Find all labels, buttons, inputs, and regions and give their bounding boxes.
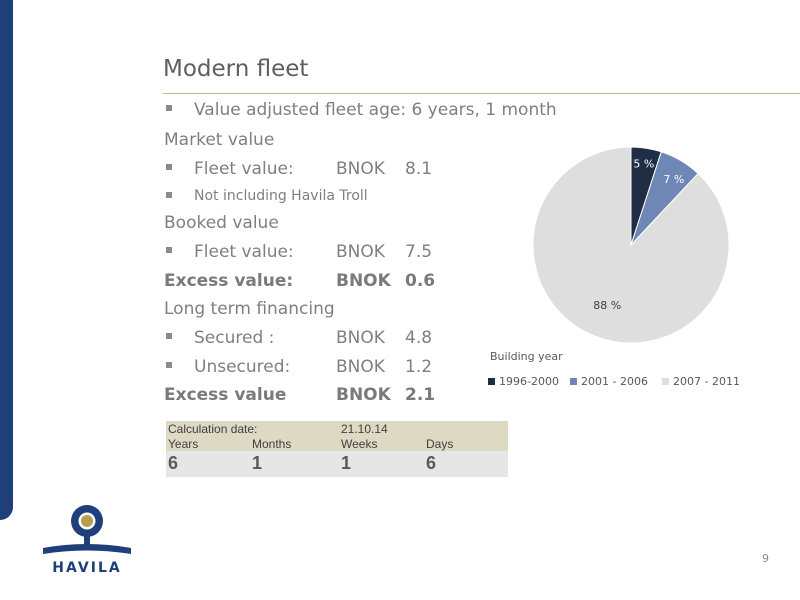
calc-header-months: Months <box>252 437 292 451</box>
legend-swatch <box>662 378 669 385</box>
calc-header-weeks: Weeks <box>341 437 378 451</box>
legend-title: Building year <box>490 350 563 363</box>
title-divider <box>163 93 800 94</box>
slide-title: Modern fleet <box>163 56 309 82</box>
bullet-icon <box>166 192 172 198</box>
legend-swatch <box>570 378 577 385</box>
page-number: 9 <box>762 552 769 565</box>
calc-date-row: Calculation date: 21.10.14 <box>166 421 508 436</box>
calc-header-days: Days <box>426 437 454 451</box>
bullet-icon <box>166 362 172 368</box>
pie-data-label: 88 % <box>593 299 621 312</box>
left-accent-bar <box>0 0 13 520</box>
calculation-table: Calculation date: 21.10.14 Years Months … <box>166 421 508 477</box>
bullet-icon <box>166 164 172 170</box>
calc-value-months: 1 <box>252 453 263 473</box>
logo-stem <box>84 535 90 545</box>
calc-value-row: 6 1 1 6 <box>166 451 508 477</box>
legend-label: 1996-2000 <box>499 375 559 388</box>
logo-text: HAVILA <box>52 560 121 576</box>
pie-legend: 1996-2000 2001 - 2006 2007 - 2011 <box>488 375 740 388</box>
calc-header-years: Years <box>168 437 199 451</box>
logo-gold-dot <box>81 515 93 527</box>
building-year-pie-chart: 5 % 7 % 88 % Building year 1996-2000 2001 -… <box>488 146 740 388</box>
calc-value-days: 6 <box>426 453 437 473</box>
legend-label: 2001 - 2006 <box>581 375 648 388</box>
pie-labels: 5 % 7 % 88 % <box>593 158 684 312</box>
pie-slices <box>532 146 730 344</box>
logo-wing <box>43 544 131 554</box>
havila-logo: HAVILA <box>43 505 131 576</box>
bullet-icon <box>166 247 172 253</box>
calc-value-years: 6 <box>168 453 179 473</box>
fleet-age-text: Value adjusted fleet age: 6 years, 1 mon… <box>194 100 557 120</box>
calc-value-weeks: 1 <box>341 453 352 473</box>
legend-swatch <box>488 378 495 385</box>
calc-date-label: Calculation date: <box>168 422 258 436</box>
pie-data-label: 5 % <box>633 158 654 171</box>
pie-data-label: 7 % <box>663 173 684 186</box>
bullet-icon <box>166 105 172 111</box>
legend-label: 2007 - 2011 <box>673 375 740 388</box>
bullet-icon <box>166 333 172 339</box>
pie-slice-2007-2011 <box>532 146 730 344</box>
calc-date-value: 21.10.14 <box>341 422 388 436</box>
calc-header-row: Years Months Weeks Days <box>166 436 508 451</box>
